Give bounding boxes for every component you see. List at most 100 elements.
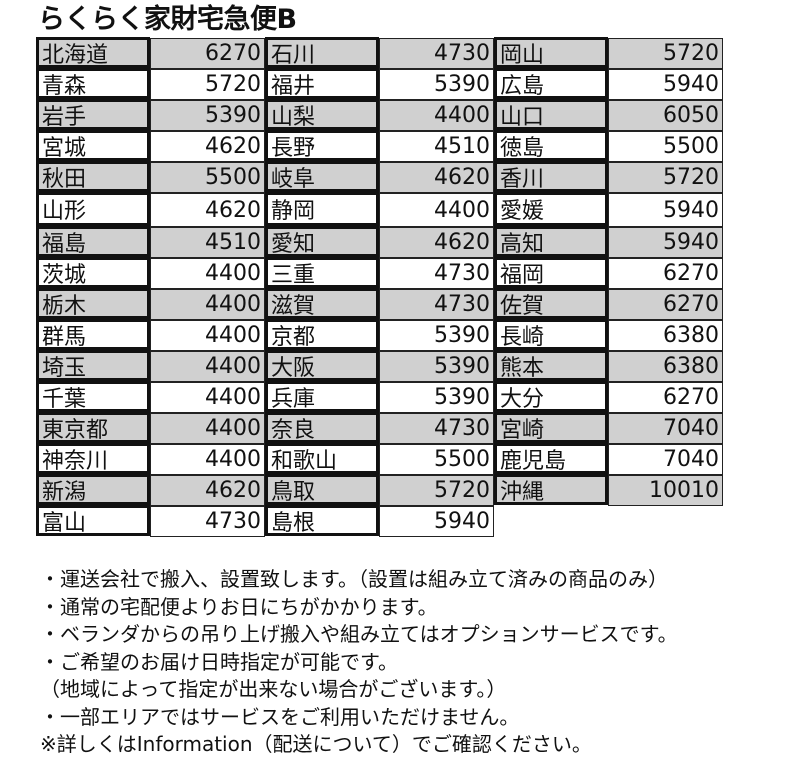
prefecture-cell: 岐阜 (265, 161, 379, 192)
prefecture-cell: 石川 (265, 37, 379, 68)
price-cell: 5720 (379, 475, 494, 506)
prefecture-cell: 広島 (494, 68, 608, 99)
empty-cell (494, 505, 608, 536)
price-cell: 5500 (608, 131, 723, 162)
prefecture-cell: 青森 (36, 68, 150, 99)
price-cell: 6050 (608, 100, 723, 131)
prefecture-cell: 鹿児島 (494, 443, 608, 474)
price-cell: 4400 (150, 382, 265, 413)
prefecture-cell: 宮崎 (494, 412, 608, 443)
price-cell: 5940 (608, 69, 723, 100)
prefecture-cell: 東京都 (36, 412, 150, 443)
price-cell: 5720 (608, 162, 723, 193)
prefecture-cell: 熊本 (494, 350, 608, 381)
table-row: 栃木 4400 滋賀 4730 佐賀 6270 (36, 288, 723, 320)
prefecture-cell: 大阪 (265, 350, 379, 381)
price-cell: 4730 (379, 38, 494, 69)
price-cell: 4620 (150, 475, 265, 506)
table-row: 富山 4730 島根 5940 (36, 505, 723, 537)
prefecture-cell: 兵庫 (265, 381, 379, 412)
prefecture-cell: 山形 (36, 192, 150, 226)
prefecture-cell: 愛媛 (494, 192, 608, 226)
prefecture-cell: 沖縄 (494, 474, 608, 505)
prefecture-cell: 京都 (265, 319, 379, 350)
prefecture-cell: 千葉 (36, 381, 150, 412)
price-cell: 4400 (379, 193, 494, 227)
prefecture-cell: 新潟 (36, 474, 150, 505)
price-cell: 6380 (608, 320, 723, 351)
price-cell: 5500 (150, 162, 265, 193)
prefecture-cell: 鳥取 (265, 474, 379, 505)
price-cell: 6270 (608, 382, 723, 413)
shipping-fee-table: 北海道 6270 石川 4730 岡山 5720 青森 5720 福井 5390 広島 5940 岩手 5… (36, 37, 723, 537)
prefecture-cell: 山口 (494, 99, 608, 130)
price-cell: 4730 (379, 413, 494, 444)
price-cell: 4400 (150, 289, 265, 320)
prefecture-cell: 福島 (36, 226, 150, 257)
table-row: 福島 4510 愛知 4620 高知 5940 (36, 226, 723, 258)
price-cell: 5500 (379, 444, 494, 475)
prefecture-cell: 群馬 (36, 319, 150, 350)
note-line: ・ご希望のお届け日時指定が可能です。 (40, 649, 398, 674)
prefecture-cell: 三重 (265, 257, 379, 288)
table-row: 宮城 4620 長野 4510 徳島 5500 (36, 130, 723, 162)
price-cell: 4400 (150, 444, 265, 475)
price-cell: 4620 (150, 193, 265, 227)
note-line: ・通常の宅配便よりお日にちがかかります。 (40, 594, 438, 619)
note-line: ・運送会社で搬入、設置致します。（設置は組み立て済みの商品のみ） (40, 567, 668, 591)
price-cell: 4620 (150, 131, 265, 162)
prefecture-cell: 長崎 (494, 319, 608, 350)
prefecture-cell: 和歌山 (265, 443, 379, 474)
table-row: 茨城 4400 三重 4730 福岡 6270 (36, 257, 723, 289)
price-cell: 6270 (608, 258, 723, 289)
price-cell: 5940 (608, 193, 723, 227)
price-cell: 4620 (379, 227, 494, 258)
note-line: （地域によって指定が出来ない場合がございます。） (40, 677, 507, 701)
empty-cell (608, 506, 723, 537)
table-row: 埼玉 4400 大阪 5390 熊本 6380 (36, 350, 723, 382)
price-cell: 4400 (150, 351, 265, 382)
prefecture-cell: 栃木 (36, 288, 150, 319)
price-cell: 7040 (608, 413, 723, 444)
prefecture-cell: 宮城 (36, 130, 150, 161)
table-row: 岩手 5390 山梨 4400 山口 6050 (36, 99, 723, 131)
price-cell: 4510 (150, 227, 265, 258)
prefecture-cell: 岡山 (494, 37, 608, 68)
prefecture-cell: 徳島 (494, 130, 608, 161)
table-row: 秋田 5500 岐阜 4620 香川 5720 (36, 161, 723, 193)
price-cell: 4730 (379, 258, 494, 289)
prefecture-cell: 高知 (494, 226, 608, 257)
table-row: 青森 5720 福井 5390 広島 5940 (36, 68, 723, 100)
prefecture-cell: 北海道 (36, 37, 150, 68)
price-cell: 4730 (150, 506, 265, 537)
price-cell: 6270 (608, 289, 723, 320)
table-row: 群馬 4400 京都 5390 長崎 6380 (36, 319, 723, 351)
note-line: ※詳しくはInformation（配送について）でご確認ください。 (40, 732, 592, 756)
price-cell: 5940 (608, 227, 723, 258)
note-line: ・ベランダからの吊り上げ搬入や組み立てはオプションサービスです。 (40, 622, 678, 646)
prefecture-cell: 山梨 (265, 99, 379, 130)
price-cell: 6380 (608, 351, 723, 382)
prefecture-cell: 富山 (36, 505, 150, 536)
price-cell: 4510 (379, 131, 494, 162)
price-cell: 4730 (379, 289, 494, 320)
prefecture-cell: 秋田 (36, 161, 150, 192)
prefecture-cell: 佐賀 (494, 288, 608, 319)
prefecture-cell: 福井 (265, 68, 379, 99)
prefecture-cell: 長野 (265, 130, 379, 161)
price-cell: 7040 (608, 444, 723, 475)
price-cell: 6270 (150, 38, 265, 69)
prefecture-cell: 奈良 (265, 412, 379, 443)
price-cell: 4400 (150, 320, 265, 351)
price-cell: 5390 (379, 351, 494, 382)
price-cell: 4620 (379, 162, 494, 193)
prefecture-cell: 岩手 (36, 99, 150, 130)
prefecture-cell: 茨城 (36, 257, 150, 288)
price-cell: 10010 (608, 475, 723, 506)
table-row: 山形 4620 静岡 4400 愛媛 5940 (36, 192, 723, 227)
prefecture-cell: 大分 (494, 381, 608, 412)
prefecture-cell: 福岡 (494, 257, 608, 288)
table-row: 北海道 6270 石川 4730 岡山 5720 (36, 37, 723, 69)
table-row: 東京都 4400 奈良 4730 宮崎 7040 (36, 412, 723, 444)
price-cell: 5390 (379, 320, 494, 351)
